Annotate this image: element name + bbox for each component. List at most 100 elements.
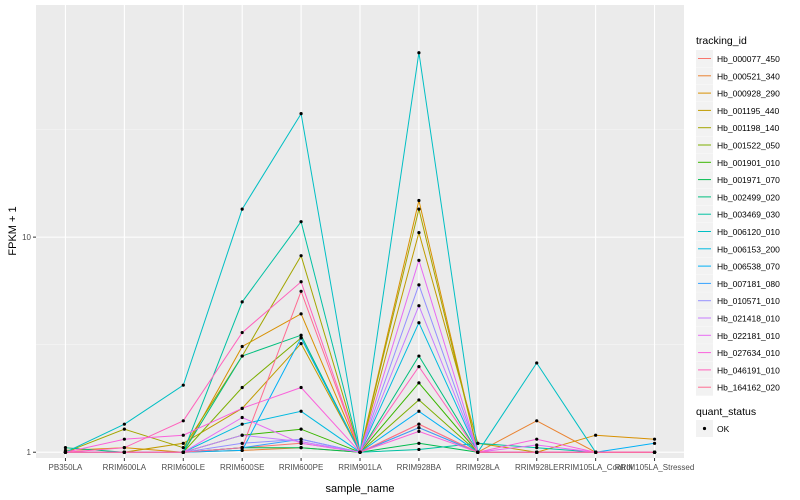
- data-point: [240, 406, 244, 410]
- data-point: [417, 230, 421, 235]
- data-point: [417, 207, 421, 211]
- legend-item: Hb_006153_200: [696, 240, 780, 258]
- data-point: [417, 426, 421, 430]
- legend-item: Hb_027634_010: [696, 344, 780, 362]
- data-point: [476, 441, 480, 445]
- shape-legend-title: quant_status: [696, 406, 756, 418]
- data-point: [535, 361, 539, 365]
- data-point: [417, 365, 421, 369]
- data-point: [63, 446, 68, 450]
- data-point: [417, 304, 421, 308]
- legend: tracking_id Hb_000077_450Hb_000521_340Hb…: [696, 35, 780, 437]
- data-point: [417, 447, 421, 452]
- legend-item: Hb_010571_010: [696, 292, 780, 310]
- data-point: [535, 419, 539, 423]
- shape-legend-key-point: [702, 426, 707, 431]
- data-point: [122, 446, 126, 450]
- shape-legend-items: OK: [696, 420, 730, 437]
- data-point: [535, 437, 539, 441]
- legend-item: Hb_022181_010: [696, 326, 780, 344]
- x-tick-label: RRIM928LE: [515, 463, 559, 472]
- y-tick-label: 10: [22, 233, 31, 242]
- legend-item: Hb_006120_010: [696, 223, 780, 240]
- data-point: [535, 443, 539, 447]
- legend-item: Hb_001522_050: [696, 136, 780, 154]
- data-point: [181, 441, 185, 445]
- data-point: [181, 419, 185, 423]
- data-point: [535, 450, 539, 454]
- data-point: [652, 450, 657, 454]
- legend-label: Hb_001522_050: [717, 141, 780, 151]
- data-point: [299, 341, 303, 346]
- x-tick-label: RRIM600LE: [161, 463, 205, 472]
- data-point: [240, 344, 244, 349]
- legend-item: Hb_000521_340: [696, 67, 780, 85]
- data-point: [181, 450, 185, 454]
- series-points: [63, 51, 657, 454]
- data-point: [122, 437, 126, 441]
- data-point: [417, 429, 421, 433]
- data-point: [240, 446, 244, 450]
- y-axis-ticks: 1 10: [22, 233, 36, 457]
- data-point: [417, 422, 421, 426]
- legend-label: Hb_006153_200: [717, 244, 780, 254]
- data-point: [240, 207, 244, 211]
- data-point: [240, 385, 244, 390]
- y-axis-title: FPKM + 1: [7, 206, 19, 255]
- data-point: [240, 354, 244, 358]
- data-point: [240, 415, 244, 420]
- data-point: [299, 409, 303, 413]
- legend-label: Hb_046191_010: [717, 365, 780, 375]
- legend-item: Hb_002499_020: [696, 188, 780, 206]
- data-point: [299, 427, 303, 431]
- legend-item: Hb_001195_440: [696, 101, 780, 119]
- x-tick-label: RRIM600SE: [220, 463, 264, 472]
- data-point: [122, 427, 126, 431]
- x-tick-label: PB350LA: [49, 463, 83, 472]
- data-point: [594, 450, 598, 454]
- shape-legend-label: OK: [717, 424, 730, 434]
- data-point: [299, 289, 303, 293]
- data-point: [417, 381, 421, 385]
- legend-label: Hb_006120_010: [717, 227, 780, 237]
- legend-label: Hb_003469_030: [717, 210, 780, 220]
- legend-label: Hb_001195_440: [717, 106, 780, 116]
- data-point: [299, 280, 303, 284]
- legend-item: Hb_164162_020: [696, 378, 780, 396]
- data-point: [240, 300, 244, 304]
- data-point: [63, 450, 68, 454]
- data-point: [299, 385, 303, 390]
- legend-item: Hb_021418_010: [696, 309, 780, 327]
- data-point: [417, 283, 421, 287]
- data-point: [181, 383, 185, 387]
- data-point: [122, 422, 126, 426]
- legend-item: Hb_003469_030: [696, 205, 780, 223]
- data-point: [417, 398, 421, 402]
- data-point: [594, 433, 598, 437]
- legend-label: Hb_000521_340: [717, 71, 780, 81]
- data-point: [299, 254, 303, 258]
- legend-label: Hb_001971_070: [717, 175, 780, 185]
- data-point: [299, 446, 303, 450]
- legend-label: Hb_002499_020: [717, 192, 780, 202]
- y-tick-label: 1: [27, 448, 32, 457]
- data-point: [122, 450, 126, 454]
- data-point: [476, 450, 480, 454]
- legend-item: Hb_000077_450: [696, 50, 780, 67]
- data-point: [181, 433, 185, 437]
- legend-label: Hb_000928_290: [717, 89, 780, 99]
- data-point: [535, 446, 539, 450]
- legend-label: Hb_010571_010: [717, 296, 780, 306]
- data-point: [652, 441, 657, 445]
- data-point: [417, 354, 421, 358]
- data-point: [417, 441, 421, 445]
- data-point: [240, 433, 244, 437]
- x-tick-label: RRIM600LA: [103, 463, 147, 472]
- legend-item: Hb_046191_010: [696, 361, 780, 379]
- legend-label: Hb_164162_020: [717, 383, 780, 393]
- legend-item: Hb_007181_080: [696, 274, 780, 292]
- data-point: [299, 312, 303, 316]
- x-axis-title: sample_name: [325, 483, 394, 495]
- legend-items: Hb_000077_450 Hb_000521_340 Hb_000928_290 H…: [696, 50, 780, 396]
